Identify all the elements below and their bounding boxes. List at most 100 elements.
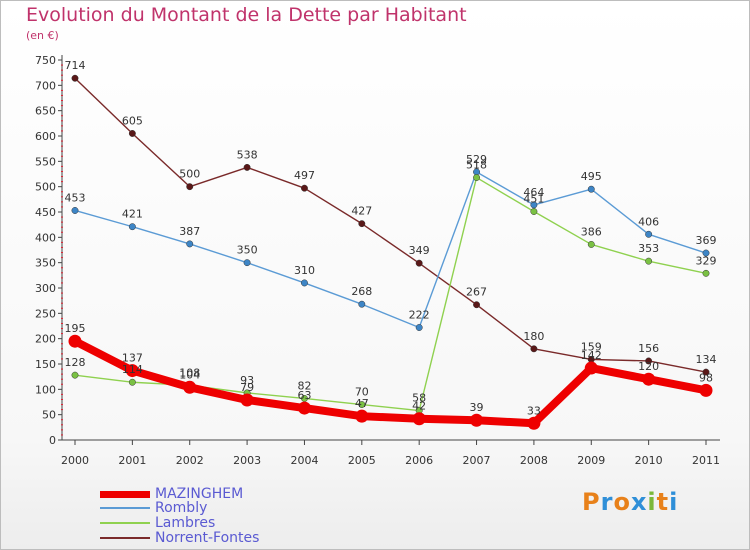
- y-minor-tick: [61, 221, 63, 223]
- y-minor-tick: [61, 74, 63, 76]
- data-point: [128, 130, 136, 137]
- data-label: 500: [179, 168, 200, 181]
- data-point: [71, 207, 79, 214]
- x-tick-label: 2008: [520, 454, 548, 467]
- y-minor-tick: [61, 328, 63, 330]
- data-label: 108: [179, 366, 200, 379]
- y-minor-tick: [61, 343, 63, 345]
- y-minor-tick: [61, 358, 63, 360]
- y-tick-label: 300: [35, 282, 56, 295]
- data-label: 142: [581, 349, 602, 362]
- x-tick-label: 2002: [176, 454, 204, 467]
- data-label: 353: [638, 242, 659, 255]
- y-minor-tick: [61, 94, 63, 96]
- y-minor-tick: [61, 424, 63, 426]
- data-label: 137: [122, 352, 143, 365]
- data-point: [301, 279, 308, 287]
- data-label: 180: [523, 330, 544, 343]
- data-point: [297, 401, 311, 415]
- y-minor-tick: [61, 145, 63, 147]
- data-label: 114: [122, 363, 143, 376]
- data-label: 195: [65, 322, 86, 335]
- y-minor-tick: [61, 333, 63, 335]
- data-point: [584, 361, 598, 375]
- data-label: 453: [65, 191, 86, 204]
- y-minor-tick: [61, 130, 63, 132]
- data-label: 104: [179, 368, 200, 381]
- y-minor-tick: [61, 368, 63, 370]
- series-line-norrent-fontes: [74, 77, 707, 373]
- data-label: 497: [294, 169, 315, 182]
- data-point: [183, 380, 197, 394]
- data-point: [645, 357, 653, 365]
- data-label: 120: [638, 360, 659, 373]
- y-minor-tick: [61, 155, 63, 157]
- data-label: 538: [237, 148, 258, 161]
- y-tick-label: 250: [35, 307, 56, 320]
- legend-swatch-rombly: [100, 507, 150, 509]
- data-label: 93: [240, 374, 254, 387]
- data-point: [186, 183, 194, 191]
- data-point: [301, 184, 308, 192]
- data-label: 42: [412, 400, 426, 413]
- data-point: [530, 345, 538, 353]
- data-label: 267: [466, 286, 487, 299]
- y-minor-tick: [61, 191, 63, 193]
- data-label: 386: [581, 225, 602, 238]
- y-minor-tick: [61, 196, 63, 198]
- data-point: [415, 259, 423, 267]
- y-minor-tick: [61, 231, 63, 233]
- y-minor-tick: [61, 302, 63, 304]
- y-minor-tick: [61, 115, 63, 117]
- data-point: [358, 220, 366, 228]
- data-point: [358, 300, 366, 308]
- data-point: [473, 301, 480, 309]
- y-minor-tick: [61, 206, 63, 208]
- y-tick-label: 150: [35, 358, 56, 371]
- series-line-mazinghem: [71, 337, 710, 428]
- x-tick-label: 2010: [635, 454, 663, 467]
- data-point: [128, 223, 136, 231]
- y-minor-tick: [61, 246, 63, 248]
- legend-label: Lambres: [155, 515, 216, 531]
- y-tick-label: 450: [35, 206, 56, 219]
- data-point: [186, 240, 194, 248]
- y-minor-tick: [61, 150, 63, 152]
- data-label: 156: [638, 342, 659, 355]
- data-point: [642, 372, 656, 386]
- x-tick-label: 2005: [348, 454, 376, 467]
- y-tick-label: 500: [35, 181, 56, 194]
- y-minor-tick: [61, 383, 63, 385]
- data-label: 495: [581, 170, 602, 183]
- data-label: 421: [122, 208, 143, 221]
- data-point: [412, 412, 426, 426]
- legend-item-lambres: Lambres: [100, 515, 215, 531]
- y-minor-tick: [61, 297, 63, 299]
- y-tick-label: 100: [35, 383, 56, 396]
- data-point: [125, 364, 139, 378]
- y-minor-tick: [61, 378, 63, 380]
- x-tick-label: 2011: [692, 454, 720, 467]
- data-label: 464: [523, 186, 544, 199]
- y-minor-tick: [61, 322, 63, 324]
- legend-label: MAZINGHEM: [155, 486, 244, 502]
- x-tick-label: 2007: [463, 454, 491, 467]
- y-minor-tick: [61, 272, 63, 274]
- chart-subtitle: (en €): [26, 29, 59, 42]
- x-tick-label: 2001: [118, 454, 146, 467]
- y-tick-label: 350: [35, 257, 56, 270]
- legend-swatch-lambres: [100, 522, 150, 524]
- data-point: [645, 230, 653, 238]
- data-label: 350: [237, 244, 258, 257]
- y-tick-label: 0: [49, 434, 56, 447]
- legend-label: Rombly: [155, 500, 208, 516]
- data-point: [473, 174, 480, 181]
- y-minor-tick: [61, 89, 63, 91]
- y-minor-tick: [61, 353, 63, 355]
- data-label: 369: [696, 234, 717, 247]
- x-tick-label: 2004: [290, 454, 318, 467]
- data-label: 268: [351, 285, 372, 298]
- y-minor-tick: [61, 79, 63, 81]
- data-point: [68, 334, 82, 348]
